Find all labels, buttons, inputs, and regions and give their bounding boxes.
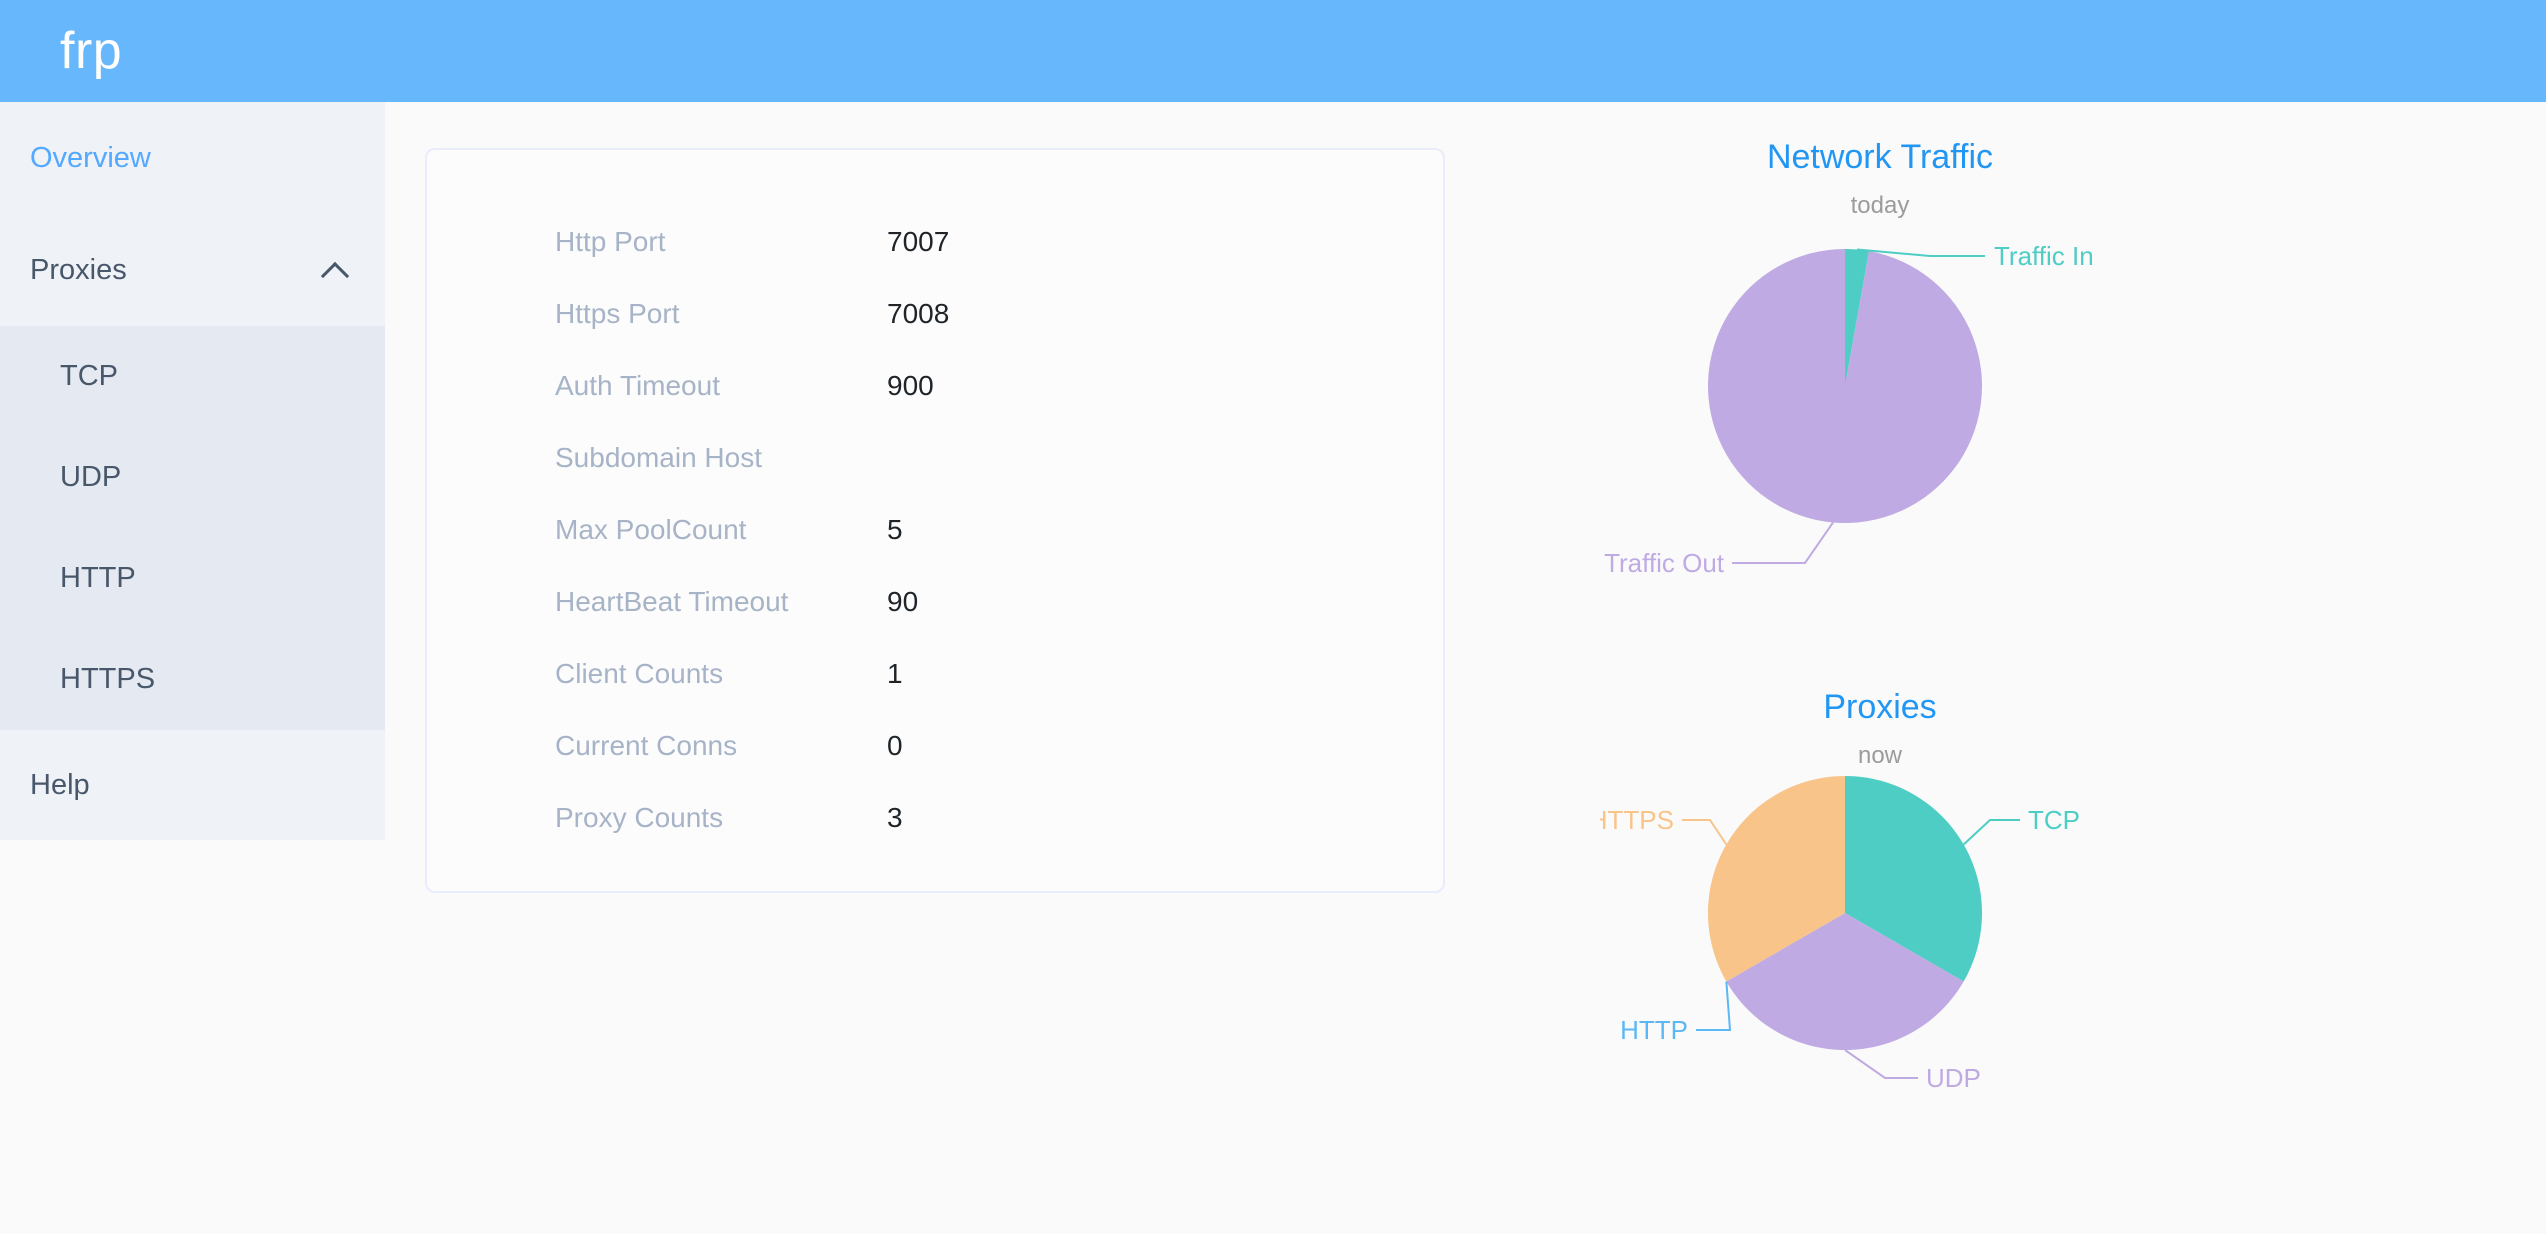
pie-label-traffic-in: Traffic In <box>1994 241 2094 271</box>
leader-line-traffic-in <box>1856 248 1985 257</box>
pie-label-http: HTTP <box>1620 1015 1688 1045</box>
network-traffic-canvas[interactable]: Traffic In Traffic Out <box>1600 218 2160 618</box>
table-row: Current Conns 0 <box>427 710 1443 782</box>
pie-slice-https[interactable] <box>1708 776 1845 982</box>
sidebar-item-https-label: HTTPS <box>60 663 156 695</box>
leader-line-http <box>1696 981 1732 1031</box>
proxies-pie-svg: TCP UDP HTTPS HTTP <box>1600 776 2080 1093</box>
info-key: Current Conns <box>555 730 738 761</box>
pie-slice-traffic-out[interactable] <box>1708 249 1982 523</box>
network-traffic-pie-svg: Traffic In Traffic Out <box>1604 241 2094 578</box>
sidebar-item-udp-label: UDP <box>60 461 122 493</box>
table-row: HeartBeat Timeout 90 <box>427 566 1443 638</box>
sidebar-submenu-proxies: TCP UDP HTTP HTTPS <box>0 326 385 730</box>
info-key: Https Port <box>555 298 680 329</box>
pie-slice-tcp[interactable] <box>1845 776 1982 982</box>
info-key: HeartBeat Timeout <box>555 586 789 617</box>
app-header: frp <box>0 0 2546 102</box>
proxies-title: Proxies <box>1823 688 1937 726</box>
info-key: Proxy Counts <box>555 802 724 833</box>
server-info-card: Http Port 7007 Https Port 7008 Auth Timeout 9… <box>425 148 1445 893</box>
sidebar-item-tcp-label: TCP <box>60 360 118 392</box>
info-key: Max PoolCount <box>555 514 747 545</box>
sidebar-item-http[interactable]: HTTP <box>0 528 385 629</box>
table-row: Https Port 7008 <box>427 278 1443 350</box>
sidebar-item-udp[interactable]: UDP <box>0 427 385 528</box>
info-value: 7008 <box>887 298 950 329</box>
sidebar-item-http-label: HTTP <box>60 562 136 594</box>
table-row: Max PoolCount 5 <box>427 494 1443 566</box>
leader-line-traffic-out <box>1732 521 1834 564</box>
info-value: 1 <box>887 658 903 689</box>
info-key: Auth Timeout <box>555 370 720 401</box>
pie-slice-udp[interactable] <box>1726 913 1964 1050</box>
table-row: Client Counts 1 <box>427 638 1443 710</box>
leader-line-https <box>1682 819 1728 846</box>
network-traffic-subtitle: today <box>1850 192 1910 219</box>
info-value: 3 <box>887 802 903 833</box>
sidebar-item-help-label: Help <box>30 768 90 801</box>
network-traffic-chart: Network Traffic today Traffic In Traffic … <box>1600 140 2160 650</box>
info-value: 7007 <box>887 226 950 257</box>
sidebar-item-proxies-label: Proxies <box>30 253 127 286</box>
pie-label-traffic-out: Traffic Out <box>1604 548 1725 578</box>
table-row: Subdomain Host <box>427 422 1443 494</box>
server-info-table-body: Http Port 7007 Https Port 7008 Auth Timeout 9… <box>427 206 1443 854</box>
pie-label-udp: UDP <box>1926 1063 1981 1093</box>
brand-logo: frp <box>60 22 123 80</box>
leader-line-tcp <box>1962 819 2020 846</box>
proxies-subtitle: now <box>1857 742 1903 769</box>
sidebar-item-overview-label: Overview <box>30 141 151 174</box>
info-key: Http Port <box>555 226 666 257</box>
pie-label-tcp: TCP <box>2028 805 2080 835</box>
info-value <box>886 422 1443 494</box>
info-key: Subdomain Host <box>555 442 763 473</box>
table-row: Http Port 7007 <box>427 206 1443 278</box>
sidebar-item-https[interactable]: HTTPS <box>0 629 385 730</box>
proxies-canvas[interactable]: TCP UDP HTTPS HTTP <box>1600 768 2160 1198</box>
pie-slice-traffic-in[interactable] <box>1845 249 1869 386</box>
info-value: 0 <box>887 730 903 761</box>
leader-line-udp <box>1844 1049 1918 1079</box>
server-info-table: Http Port 7007 Https Port 7008 Auth Timeout 9… <box>427 206 1443 854</box>
table-row: Auth Timeout 900 <box>427 350 1443 422</box>
info-key: Client Counts <box>555 658 724 689</box>
pie-label-https: HTTPS <box>1600 805 1674 835</box>
sidebar: Overview Proxies TCP UDP HTTP HTTPS Help <box>0 102 385 840</box>
info-value: 90 <box>887 586 919 617</box>
info-value: 5 <box>887 514 903 545</box>
chevron-up-icon[interactable] <box>321 255 351 285</box>
sidebar-item-help[interactable]: Help <box>0 730 385 840</box>
table-row: Proxy Counts 3 <box>427 782 1443 854</box>
network-traffic-title: Network Traffic <box>1766 138 1994 176</box>
sidebar-item-overview[interactable]: Overview <box>0 102 385 214</box>
sidebar-item-proxies[interactable]: Proxies <box>0 214 385 326</box>
proxies-chart: Proxies now TCP UDP HTTPS HTTP <box>1600 690 2160 1230</box>
info-value: 900 <box>887 370 934 401</box>
sidebar-item-tcp[interactable]: TCP <box>0 326 385 427</box>
